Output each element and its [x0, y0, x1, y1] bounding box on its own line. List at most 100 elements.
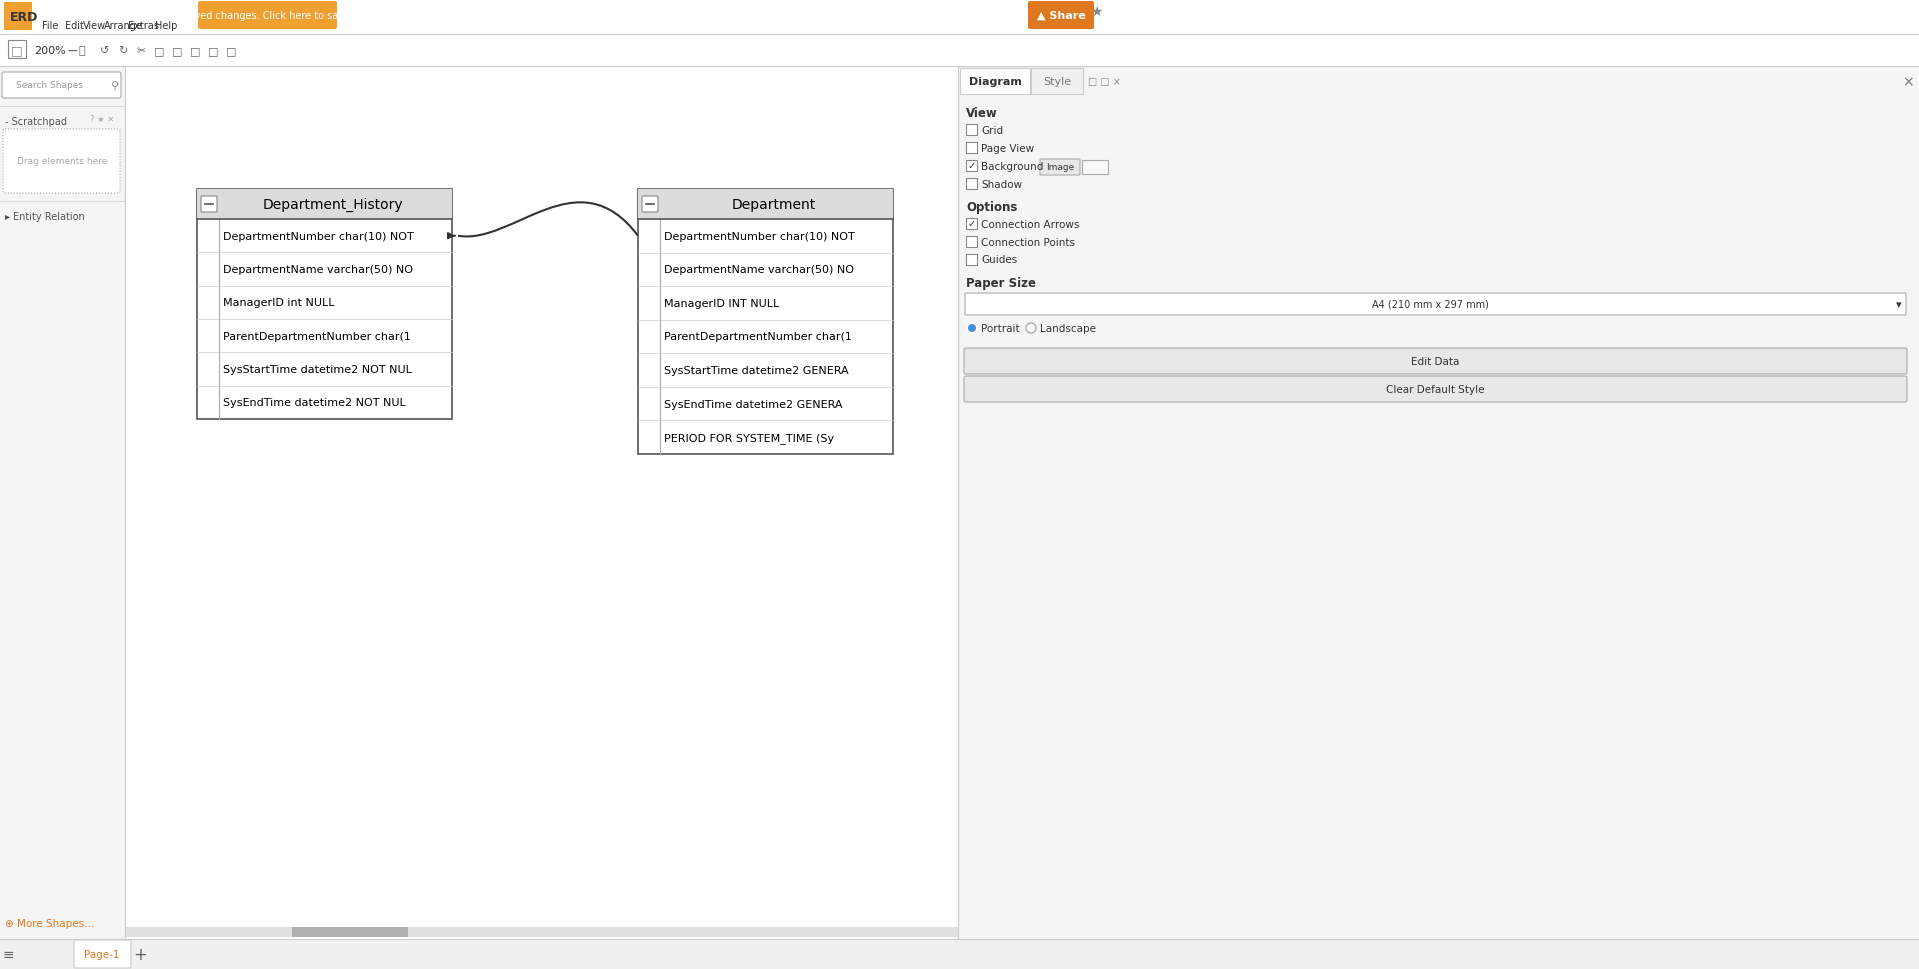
Text: PERIOD FOR SYSTEM_TIME (Sy: PERIOD FOR SYSTEM_TIME (Sy: [664, 432, 835, 443]
Bar: [292, 927, 409, 937]
Text: Edit: Edit: [65, 21, 84, 31]
Text: DepartmentName varchar(50) NO: DepartmentName varchar(50) NO: [664, 266, 854, 275]
Bar: [198, 190, 453, 420]
FancyBboxPatch shape: [75, 940, 130, 968]
Text: File: File: [42, 21, 58, 31]
Text: ⚲: ⚲: [111, 81, 119, 91]
Text: ≡: ≡: [2, 947, 13, 961]
FancyBboxPatch shape: [1040, 160, 1080, 175]
Text: Background: Background: [981, 161, 1044, 172]
FancyBboxPatch shape: [643, 197, 658, 213]
Bar: [0, 0, 1919, 35]
Text: Clear Default Style: Clear Default Style: [1386, 385, 1485, 394]
FancyBboxPatch shape: [1031, 69, 1082, 95]
Circle shape: [969, 326, 975, 331]
Text: View: View: [965, 107, 998, 120]
Text: View: View: [83, 21, 106, 31]
Text: ? ★ ✕: ? ★ ✕: [90, 115, 115, 124]
Bar: [0, 67, 125, 939]
Text: ★: ★: [1090, 5, 1103, 19]
Text: Shadow: Shadow: [981, 179, 1023, 189]
Text: ManagerID INT NULL: ManagerID INT NULL: [664, 298, 779, 308]
Text: SysEndTime datetime2 NOT NUL: SysEndTime datetime2 NOT NUL: [223, 398, 405, 408]
Text: ↻: ↻: [119, 46, 129, 56]
Bar: [0, 35, 1919, 67]
FancyBboxPatch shape: [1082, 161, 1107, 174]
Text: SysEndTime datetime2 GENERA: SysEndTime datetime2 GENERA: [664, 399, 842, 409]
Text: Style: Style: [1042, 77, 1071, 87]
Text: □: □: [12, 45, 23, 57]
Text: Drag elements here: Drag elements here: [17, 157, 107, 167]
FancyBboxPatch shape: [965, 142, 977, 154]
FancyBboxPatch shape: [965, 294, 1906, 316]
Text: ▸ Entity Relation: ▸ Entity Relation: [6, 212, 84, 222]
Text: 200%: 200%: [35, 46, 65, 56]
Text: SysStartTime datetime2 NOT NUL: SysStartTime datetime2 NOT NUL: [223, 364, 413, 375]
Text: ▲ Share: ▲ Share: [1036, 11, 1086, 21]
Text: Extras: Extras: [129, 21, 159, 31]
Text: +: +: [132, 945, 148, 963]
Bar: [0, 939, 1919, 969]
Text: Landscape: Landscape: [1040, 324, 1096, 333]
Bar: [637, 190, 892, 220]
Bar: [125, 927, 958, 937]
FancyBboxPatch shape: [4, 130, 121, 194]
Text: Page View: Page View: [981, 143, 1034, 153]
Text: - Scratchpad: - Scratchpad: [6, 117, 67, 127]
FancyBboxPatch shape: [2, 73, 121, 99]
Text: Guides: Guides: [981, 255, 1017, 266]
FancyBboxPatch shape: [960, 69, 1031, 95]
Text: Arrange: Arrange: [104, 21, 142, 31]
Text: ParentDepartmentNumber char(1: ParentDepartmentNumber char(1: [664, 332, 852, 342]
FancyBboxPatch shape: [198, 2, 338, 30]
Bar: [958, 67, 1919, 939]
FancyBboxPatch shape: [965, 161, 977, 172]
Bar: [8, 41, 27, 59]
FancyBboxPatch shape: [963, 377, 1907, 402]
Text: DepartmentNumber char(10) NOT: DepartmentNumber char(10) NOT: [223, 232, 415, 241]
Text: ↺: ↺: [100, 46, 109, 56]
Bar: [4, 3, 33, 31]
Bar: [125, 67, 958, 939]
Text: Connection Arrows: Connection Arrows: [981, 219, 1078, 230]
Text: Help: Help: [155, 21, 177, 31]
Text: DepartmentNumber char(10) NOT: DepartmentNumber char(10) NOT: [664, 232, 854, 241]
Text: ERD: ERD: [10, 11, 38, 24]
FancyBboxPatch shape: [965, 125, 977, 136]
Text: Image: Image: [1046, 164, 1075, 172]
Text: ×: ×: [1902, 75, 1913, 89]
Text: □: □: [207, 46, 219, 56]
Text: Unsaved changes. Click here to save. ↓: Unsaved changes. Click here to save. ↓: [171, 11, 365, 21]
Circle shape: [967, 324, 977, 333]
Text: □: □: [171, 46, 182, 56]
Text: □ □ ×: □ □ ×: [1088, 77, 1121, 87]
FancyBboxPatch shape: [965, 236, 977, 248]
Text: □: □: [154, 46, 165, 56]
Text: −: −: [65, 44, 79, 58]
Text: ＋: ＋: [79, 46, 84, 56]
FancyBboxPatch shape: [1029, 2, 1094, 30]
Text: ✓: ✓: [967, 219, 975, 230]
FancyBboxPatch shape: [201, 197, 217, 213]
Text: Department_History: Department_History: [263, 198, 403, 212]
Text: □: □: [190, 46, 200, 56]
FancyBboxPatch shape: [965, 179, 977, 190]
Text: Diagram: Diagram: [969, 77, 1021, 87]
Text: ✂: ✂: [136, 46, 146, 56]
Text: Page-1: Page-1: [84, 949, 119, 959]
Bar: [637, 190, 892, 454]
Text: ManagerID int NULL: ManagerID int NULL: [223, 298, 334, 308]
Text: Department: Department: [731, 198, 816, 212]
Text: ParentDepartmentNumber char(1: ParentDepartmentNumber char(1: [223, 331, 411, 341]
Text: Grid: Grid: [981, 125, 1004, 136]
Text: ▾: ▾: [1896, 299, 1902, 310]
Text: □: □: [226, 46, 236, 56]
FancyBboxPatch shape: [965, 219, 977, 230]
Bar: [200, 4, 336, 28]
FancyBboxPatch shape: [965, 255, 977, 266]
Text: Portrait: Portrait: [981, 324, 1019, 333]
Text: Paper Size: Paper Size: [965, 277, 1036, 290]
Text: Edit Data: Edit Data: [1410, 357, 1460, 366]
Text: Search Shapes: Search Shapes: [17, 81, 84, 90]
Text: Connection Points: Connection Points: [981, 237, 1075, 247]
